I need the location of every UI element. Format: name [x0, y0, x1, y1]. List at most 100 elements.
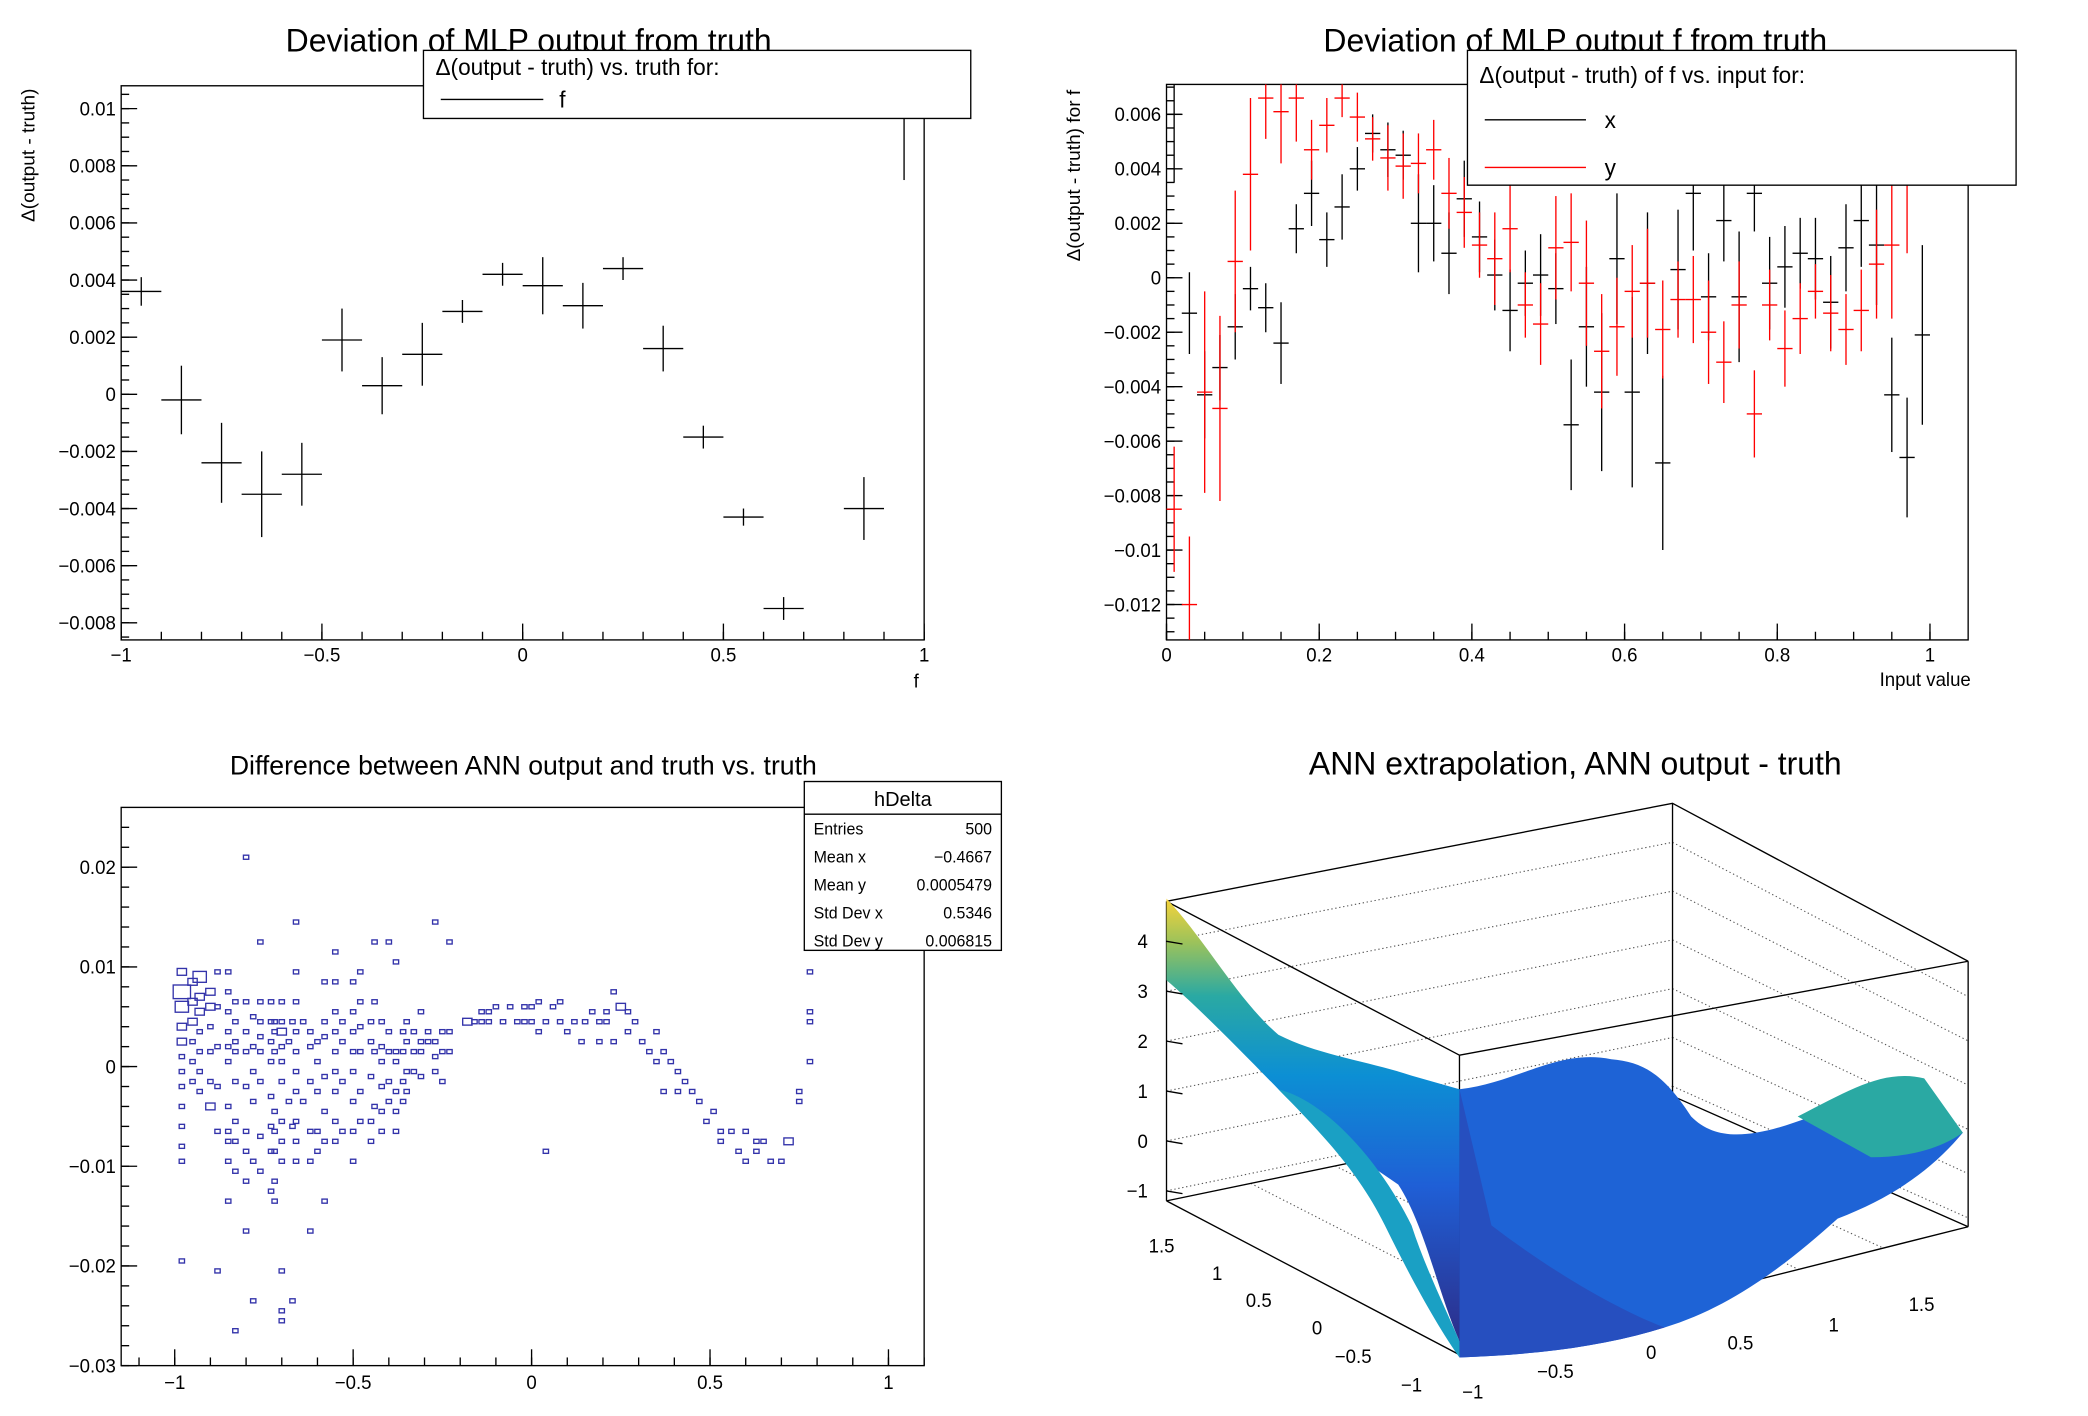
histogram-cell — [431, 919, 439, 925]
y-tick-label: −0.02 — [69, 1256, 116, 1277]
histogram-cell — [535, 1028, 543, 1035]
histogram-cell — [189, 1058, 196, 1065]
x-tick-label: 0.8 — [1764, 645, 1790, 666]
histogram-cell — [417, 1073, 425, 1080]
data-point-x — [1334, 174, 1350, 240]
histogram-cell — [249, 1298, 257, 1304]
data-point-f — [683, 425, 724, 449]
histogram-cell — [205, 987, 216, 996]
histogram-cell — [306, 1158, 314, 1164]
histogram-cell — [371, 1103, 378, 1110]
histogram-cell — [439, 1078, 446, 1085]
histogram-cell — [242, 1028, 250, 1035]
data-point-x — [1273, 302, 1289, 384]
data-point-y — [1242, 98, 1259, 251]
histogram-cell — [178, 1083, 186, 1090]
data-point-x — [1655, 375, 1671, 551]
y-tick-label: 1 — [1212, 1263, 1222, 1284]
legend-entry-label: f — [559, 86, 566, 112]
data-point-y — [1670, 261, 1686, 338]
histogram-cell — [710, 1108, 717, 1115]
data-point-f — [723, 508, 764, 526]
data-point-x — [1899, 397, 1915, 518]
histogram-cell — [232, 1048, 239, 1055]
data-point-x — [1288, 204, 1304, 254]
stats-value: 0.5346 — [943, 904, 992, 922]
histogram-cell — [224, 1028, 232, 1035]
x-tick-label: −1 — [1462, 1381, 1483, 1402]
z-tick-label: 2 — [1137, 1031, 1147, 1052]
data-point-y — [1517, 272, 1533, 338]
histogram-cell — [392, 1058, 400, 1065]
histogram-cell — [349, 1098, 357, 1105]
surface-shadow — [1459, 1089, 1665, 1358]
legend-header: Δ(output - truth) of f vs. input for: — [1479, 62, 1805, 88]
data-point-y — [1792, 283, 1808, 355]
histogram-cell — [257, 1018, 264, 1025]
x-tick-label: 0.6 — [1612, 645, 1638, 666]
histogram-cell — [499, 1018, 507, 1025]
histogram-cell — [331, 949, 339, 955]
histogram-cell — [196, 1068, 204, 1075]
histogram-cell — [257, 1033, 264, 1040]
histogram-cell — [292, 1118, 300, 1125]
histogram-cell — [276, 1027, 288, 1036]
histogram-cell — [232, 1018, 239, 1025]
histogram-cell — [224, 1138, 232, 1145]
histogram-cell — [742, 1158, 750, 1164]
data-point-y — [1578, 220, 1595, 346]
stats-label: Entries — [814, 820, 864, 838]
legend-entry-label: y — [1605, 154, 1617, 180]
histogram-cell — [214, 1004, 221, 1010]
y-tick-label: −0.004 — [58, 498, 116, 519]
histogram-cell — [207, 1078, 214, 1085]
histogram-cell — [717, 1128, 725, 1135]
data-point-y — [1563, 193, 1579, 292]
histogram-cell — [271, 1048, 278, 1055]
panel-4-surface: ANN extrapolation, ANN output - truth −1 0… — [1127, 745, 1969, 1402]
histogram-cell — [356, 1118, 364, 1125]
histogram-cell — [278, 1158, 286, 1164]
histogram-cell — [172, 984, 192, 1000]
histogram-cell — [189, 1038, 196, 1045]
y-tick-label: 0.5 — [1246, 1290, 1272, 1311]
data-point-f — [161, 365, 202, 435]
histogram-cell — [378, 1043, 386, 1050]
histogram-cell — [417, 1048, 425, 1055]
y-tick-label: −0.002 — [58, 441, 116, 462]
x-axis-label: f — [914, 670, 920, 691]
histogram-cell — [667, 1058, 675, 1065]
data-point-f — [121, 277, 162, 306]
histogram-cell — [232, 1078, 239, 1085]
histogram-cell — [378, 1108, 386, 1115]
histogram-cell — [392, 959, 400, 965]
data-point-y — [1349, 92, 1366, 142]
histogram-cell — [267, 1093, 275, 1100]
data-point-y — [1716, 321, 1732, 404]
histogram-cell — [214, 969, 221, 975]
histogram-cell — [403, 1068, 411, 1075]
histogram-cell — [196, 1028, 204, 1035]
histogram-cell — [349, 1128, 357, 1135]
stats-value: 0.0005479 — [917, 876, 993, 894]
data-point-x — [1563, 359, 1579, 491]
base-gridline — [1250, 1182, 1545, 1334]
histogram-cell — [178, 1068, 186, 1075]
histogram-cell — [267, 1038, 275, 1045]
histogram-cell — [242, 999, 250, 1005]
histogram-cell — [292, 999, 300, 1005]
histogram-cell — [278, 1138, 286, 1145]
data-layer — [1166, 84, 1930, 640]
data-point-y — [1655, 280, 1671, 379]
histogram-cell — [492, 1004, 500, 1010]
x-tick-label: 0.2 — [1306, 645, 1332, 666]
data-point-y — [1777, 310, 1793, 387]
histogram-cell — [735, 1148, 742, 1155]
y-tick-label: −0.03 — [69, 1355, 116, 1376]
histogram-cell — [431, 1068, 439, 1075]
histogram-cell — [242, 854, 250, 860]
histogram-cell — [292, 1048, 300, 1055]
histogram-cell — [349, 979, 357, 985]
